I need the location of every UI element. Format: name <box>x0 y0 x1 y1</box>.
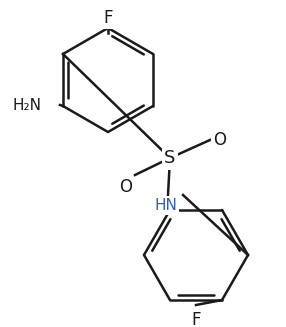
Text: F: F <box>191 311 201 327</box>
Text: HN: HN <box>155 198 178 213</box>
Text: F: F <box>103 9 113 27</box>
Text: H₂N: H₂N <box>13 97 42 112</box>
Text: S: S <box>164 149 176 167</box>
Text: O: O <box>119 178 132 196</box>
Text: O: O <box>213 131 226 149</box>
